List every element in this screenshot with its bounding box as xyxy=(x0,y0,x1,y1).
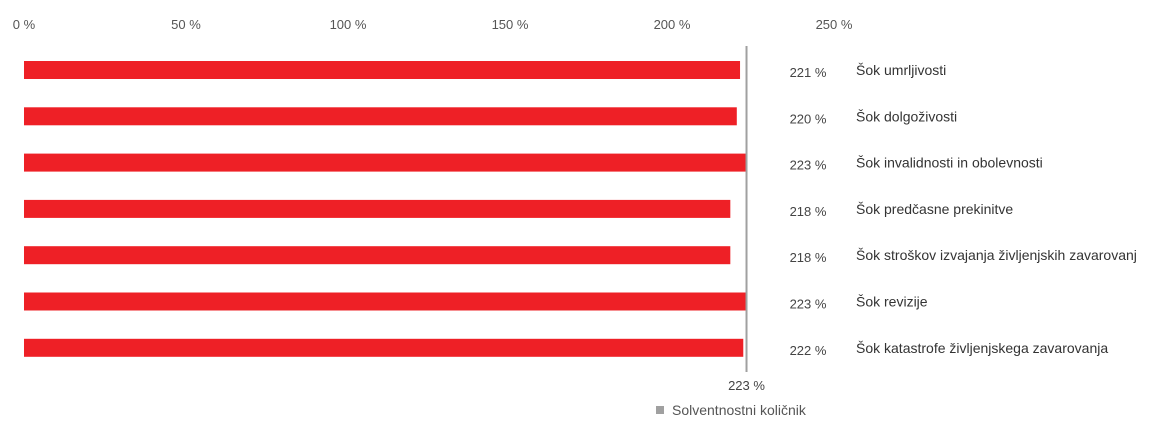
category-label: Šok dolgoživosti xyxy=(856,108,957,124)
category-label: Šok revizije xyxy=(856,294,928,310)
value-label: 220 % xyxy=(790,111,827,126)
value-label: 221 % xyxy=(790,65,827,80)
value-label: 218 % xyxy=(790,204,827,219)
category-label: Šok invalidnosti in obolevnosti xyxy=(856,155,1043,171)
value-label: 223 % xyxy=(790,158,827,173)
category-label: Šok predčasne prekinitve xyxy=(856,201,1013,217)
bars-group xyxy=(24,61,747,357)
x-tick-label: 200 % xyxy=(654,17,691,32)
value-labels-group: 221 % 220 % 223 % 218 % 218 % 223 % 222 % xyxy=(790,65,827,358)
x-axis-ticks: 0 % 50 % 100 % 150 % 200 % 250 % xyxy=(13,17,853,32)
bar xyxy=(24,292,747,311)
category-label: Šok stroškov izvajanja življenjskih zava… xyxy=(856,247,1137,263)
value-label: 223 % xyxy=(790,297,827,312)
x-tick-label: 0 % xyxy=(13,17,36,32)
bar xyxy=(24,107,737,126)
reference-line-label: 223 % xyxy=(728,378,765,393)
x-tick-label: 100 % xyxy=(330,17,367,32)
legend-swatch xyxy=(656,406,664,414)
value-label: 222 % xyxy=(790,343,827,358)
category-labels-group: Šok umrljivosti Šok dolgoživosti Šok inval… xyxy=(856,62,1137,356)
value-label: 218 % xyxy=(790,250,827,265)
bar xyxy=(24,199,731,218)
x-tick-label: 250 % xyxy=(816,17,853,32)
bar xyxy=(24,338,744,357)
x-tick-label: 150 % xyxy=(492,17,529,32)
legend: Solventnostni količnik xyxy=(656,402,806,418)
category-label: Šok umrljivosti xyxy=(856,62,946,78)
x-tick-label: 50 % xyxy=(171,17,201,32)
bar xyxy=(24,61,741,79)
bar xyxy=(24,153,747,172)
bar xyxy=(24,246,731,265)
category-label: Šok katastrofe življenjskega zavarovanja xyxy=(856,340,1108,356)
legend-label: Solventnostni količnik xyxy=(672,402,806,418)
